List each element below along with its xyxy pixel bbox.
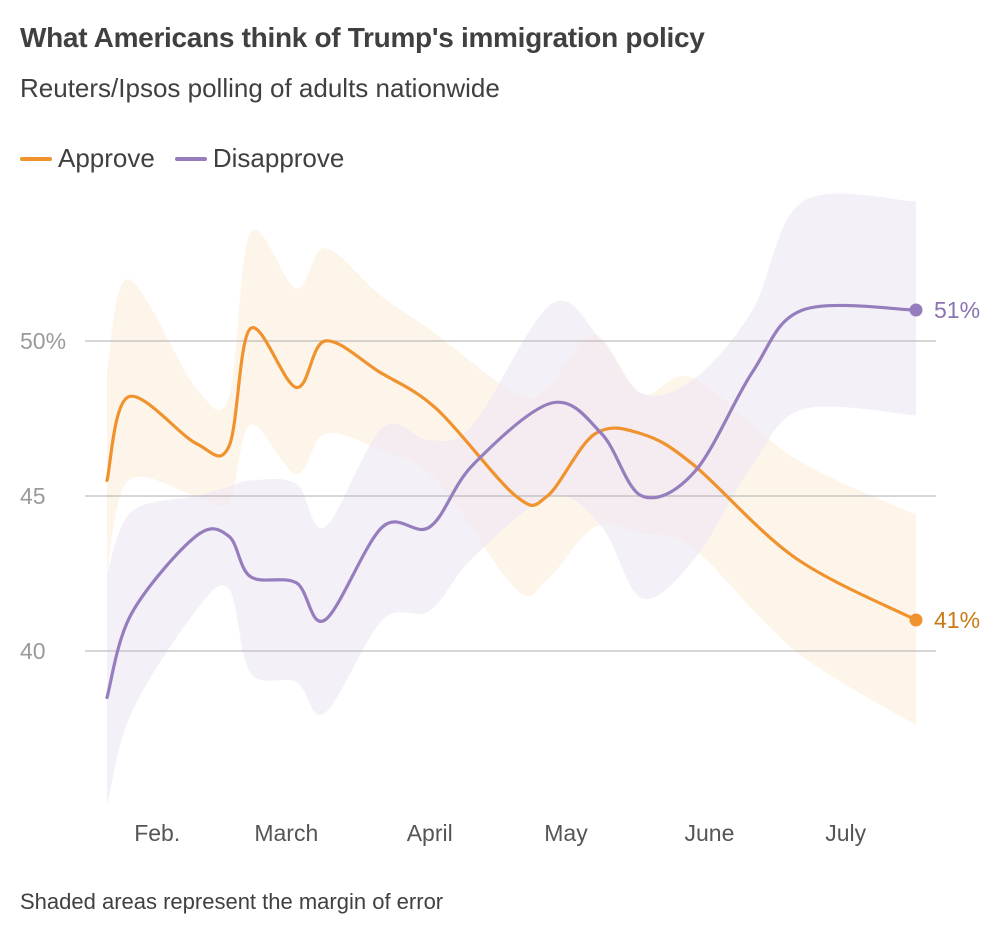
band-disapprove — [107, 193, 916, 806]
legend-item-approve: Approve — [20, 143, 155, 174]
legend-swatch-disapprove — [174, 156, 207, 161]
chart-footnote: Shaded areas represent the margin of err… — [20, 889, 444, 914]
x-tick-feb: Feb. — [134, 820, 180, 846]
chart-title: What Americans think of Trump's immigrat… — [20, 22, 705, 53]
legend-label-disapprove: Disapprove — [212, 143, 345, 173]
y-tick-50: 50% — [20, 328, 66, 354]
legend-label-approve: Approve — [58, 143, 155, 173]
x-tick-march: March — [254, 820, 318, 846]
end-point-approve — [909, 613, 923, 627]
x-tick-april: April — [407, 820, 453, 846]
legend-swatch-approve — [20, 156, 52, 161]
series-line-approve — [105, 326, 918, 622]
y-tick-45: 45 — [20, 483, 46, 509]
x-tick-may: May — [544, 820, 588, 846]
series-line-disapprove — [105, 303, 918, 700]
end-label-approve: 41% — [934, 607, 980, 633]
end-label-disapprove: 51% — [934, 297, 980, 323]
error-bands — [107, 193, 916, 806]
legend-item-disapprove: Disapprove — [174, 143, 345, 174]
chart-subtitle: Reuters/Ipsos polling of adults nationwi… — [20, 73, 500, 103]
legend: Approve Disapprove — [20, 143, 364, 174]
x-tick-june: June — [685, 820, 735, 846]
end-point-disapprove — [909, 303, 923, 317]
x-tick-july: July — [825, 820, 866, 846]
y-tick-40: 40 — [20, 638, 46, 664]
